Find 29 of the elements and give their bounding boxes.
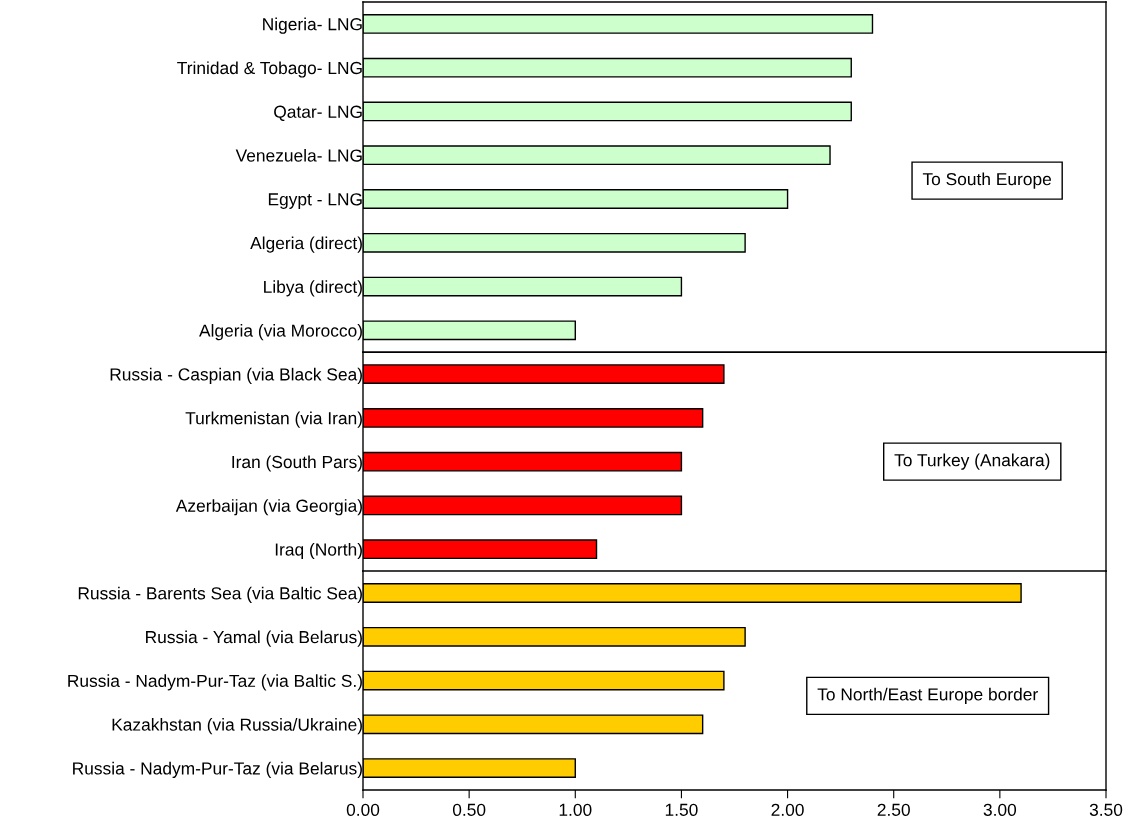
y-tick-label: Russia - Caspian (via Black Sea) bbox=[110, 367, 362, 384]
y-tick-label: Russia - Yamal (via Belarus) bbox=[146, 630, 362, 647]
x-tick-label: 0.00 bbox=[346, 803, 380, 816]
y-tick-label: Venezuela- LNG bbox=[235, 148, 362, 162]
y-tick-label: Azerbaijan (via Georgia) bbox=[175, 499, 362, 516]
x-tick-label: 2.50 bbox=[877, 803, 910, 816]
y-tick-label: Algeria (via Morocco) bbox=[199, 324, 362, 341]
y-tick-label: Iraq (North) bbox=[275, 542, 362, 560]
annotation: To North/East Europe border bbox=[817, 687, 1038, 704]
x-tick-label: 3.00 bbox=[983, 803, 1017, 816]
y-tick-label: Libya (direct) bbox=[264, 280, 362, 297]
y-tick-label: Egypt - LNG bbox=[268, 193, 362, 209]
x-tick-label: 1.00 bbox=[559, 803, 592, 816]
y-tick-label: Qatar- LNG bbox=[274, 105, 362, 122]
y-tick-label: Russia - Nadym-Pur-Taz (via Belarus) bbox=[73, 761, 362, 778]
x-tick-label: 2.00 bbox=[771, 803, 804, 816]
annotation: To South Europe bbox=[922, 172, 1052, 189]
y-tick-label: Russia - Barents Sea (via Baltic Sea) bbox=[78, 586, 362, 603]
y-tick-label: Trinidad & Tobago- LNG bbox=[177, 61, 362, 78]
x-tick-label: 0.50 bbox=[452, 803, 486, 816]
x-tick-label: 1.50 bbox=[665, 803, 698, 816]
y-tick-label: Algeria (direct) bbox=[250, 236, 362, 253]
y-tick-label: Kazakhstan (via Russia/Ukraine) bbox=[112, 718, 362, 735]
x-tick-label: 3.50 bbox=[1089, 803, 1123, 816]
y-tick-label: Turkmenistan (via Iran) bbox=[185, 411, 362, 428]
annotation: To Turkey (Anakara) bbox=[894, 453, 1050, 470]
y-tick-label: Nigeria- LNG bbox=[263, 17, 362, 34]
y-tick-label: Russia - Nadym-Pur-Taz (via Baltic S.) bbox=[68, 674, 362, 691]
y-tick-label: Iran (South Pars) bbox=[232, 455, 362, 472]
